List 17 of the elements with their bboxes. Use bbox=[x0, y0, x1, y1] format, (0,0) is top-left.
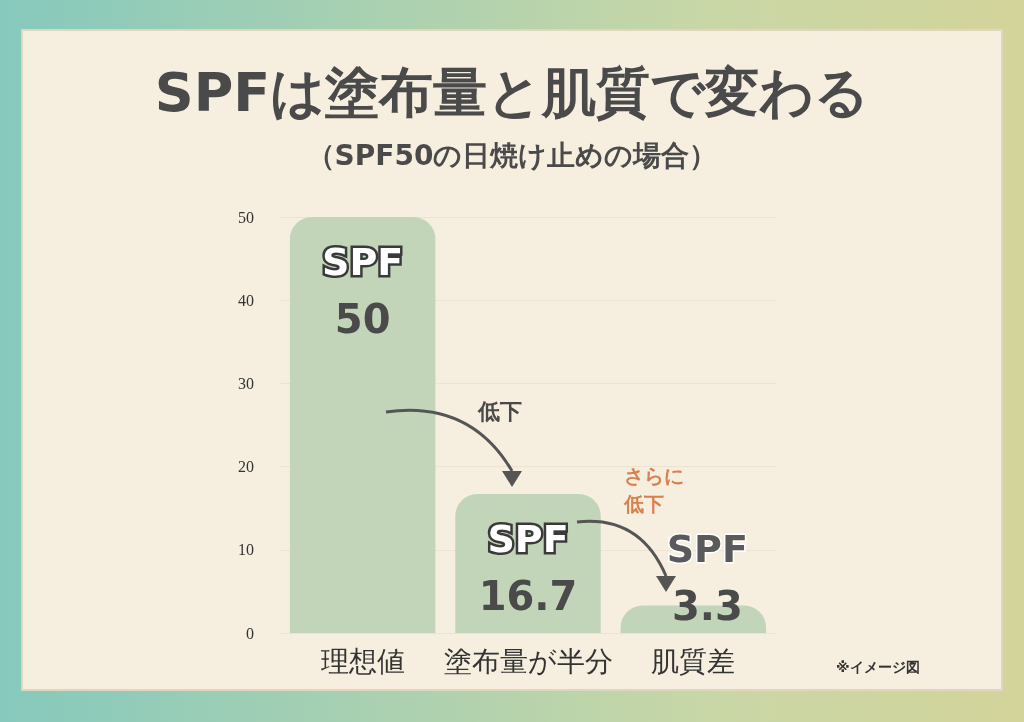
data-label: SPF 3.3 bbox=[666, 526, 748, 629]
chart-subtitle: （SPF50の日焼け止めの場合） bbox=[306, 138, 718, 172]
text: ※イメージ図 bbox=[836, 659, 920, 675]
data-label: SPF 50 bbox=[322, 240, 404, 342]
y-tick-label: 20 bbox=[238, 458, 254, 476]
y-tick-label: 10 bbox=[238, 541, 254, 559]
y-tick-label: 0 bbox=[246, 624, 254, 642]
annotation: さらに低下 bbox=[623, 464, 684, 516]
y-tick-label: 30 bbox=[238, 374, 254, 392]
x-tick-label: 理想値 bbox=[320, 645, 405, 677]
bar bbox=[289, 217, 436, 633]
y-tick-label: 50 bbox=[238, 208, 254, 226]
data-label: SPF 16.7 bbox=[478, 517, 578, 620]
x-tick-label: 肌質差 bbox=[651, 645, 736, 677]
x-tick-label: 塗布量が半分 bbox=[443, 645, 613, 677]
y-tick-label: 40 bbox=[238, 291, 254, 309]
chart-title: SPFは塗布量と肌質で変わる bbox=[154, 60, 870, 124]
